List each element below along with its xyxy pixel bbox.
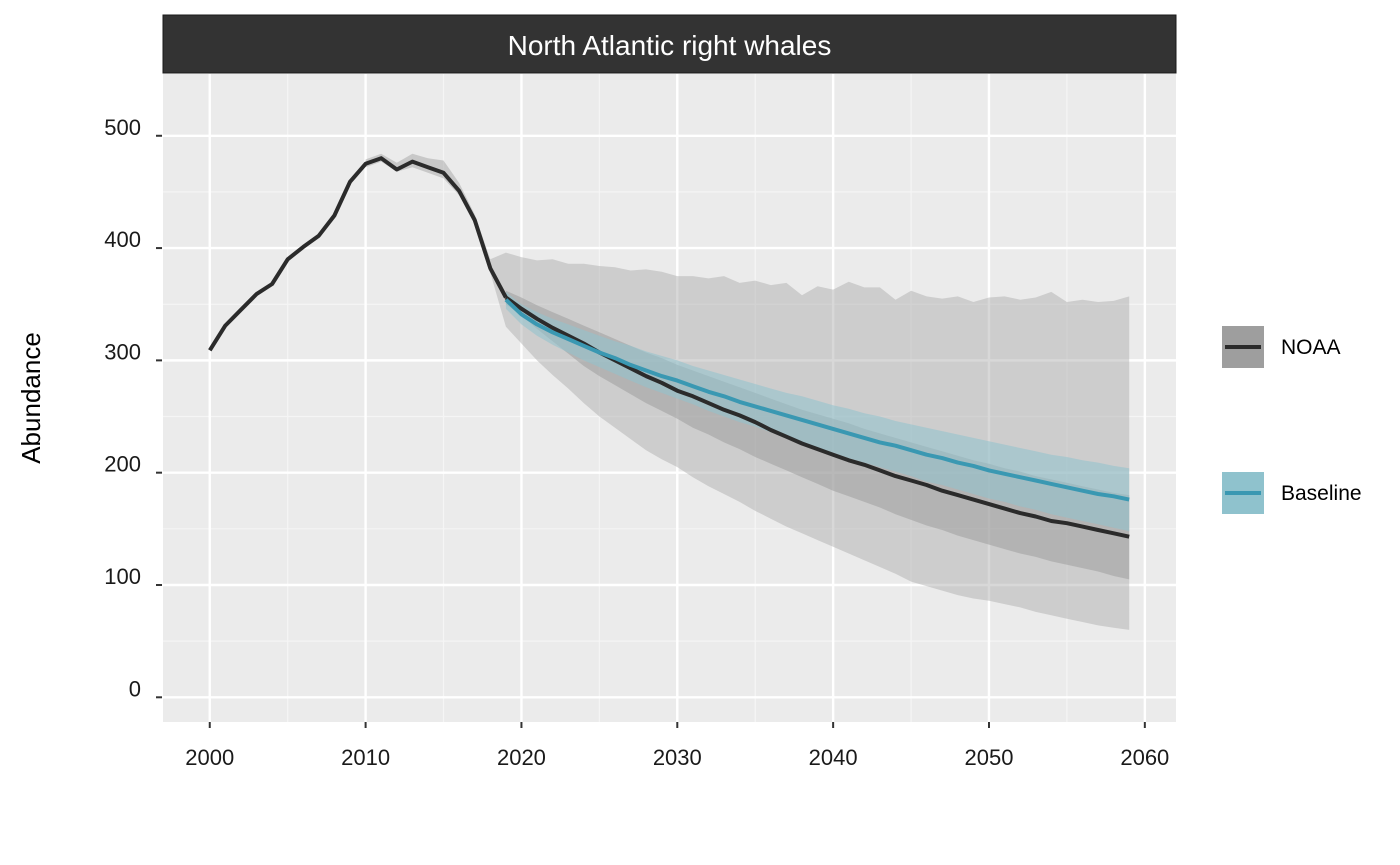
legend: NOAA Baseline bbox=[1220, 324, 1362, 516]
y-tick-label: 200 bbox=[104, 452, 141, 477]
y-tick-label: 500 bbox=[104, 115, 141, 140]
y-tick-label: 0 bbox=[129, 676, 141, 701]
baseline-line bbox=[504, 298, 1130, 502]
baseline-band bbox=[505, 291, 1130, 532]
x-axis: 2000 2010 2020 2030 2040 2050 2060 bbox=[185, 722, 1169, 770]
x-tick-label: 2060 bbox=[1120, 745, 1169, 770]
major-grid bbox=[163, 74, 1176, 722]
x-tick-label: 2010 bbox=[341, 745, 390, 770]
y-axis: 0 100 200 300 400 500 bbox=[104, 115, 162, 701]
observed-line bbox=[208, 156, 508, 352]
y-tick-label: 100 bbox=[104, 564, 141, 589]
x-tick-label: 2030 bbox=[653, 745, 702, 770]
y-axis-title: Abundance bbox=[16, 332, 46, 464]
x-tick-label: 2040 bbox=[809, 745, 858, 770]
chart-title: North Atlantic right whales bbox=[508, 30, 832, 61]
legend-label-baseline: Baseline bbox=[1281, 482, 1362, 505]
x-tick-label: 2020 bbox=[497, 745, 546, 770]
facet-strip bbox=[162, 14, 1177, 74]
x-tick-label: 2050 bbox=[965, 745, 1014, 770]
x-tick-label: 2000 bbox=[185, 745, 234, 770]
y-tick-label: 300 bbox=[104, 339, 141, 364]
legend-label-noaa: NOAA bbox=[1281, 336, 1341, 359]
historical-band bbox=[365, 153, 491, 273]
series-lines bbox=[208, 156, 1130, 539]
uncertainty-bands bbox=[365, 153, 1130, 630]
y-tick-label: 400 bbox=[104, 227, 141, 252]
